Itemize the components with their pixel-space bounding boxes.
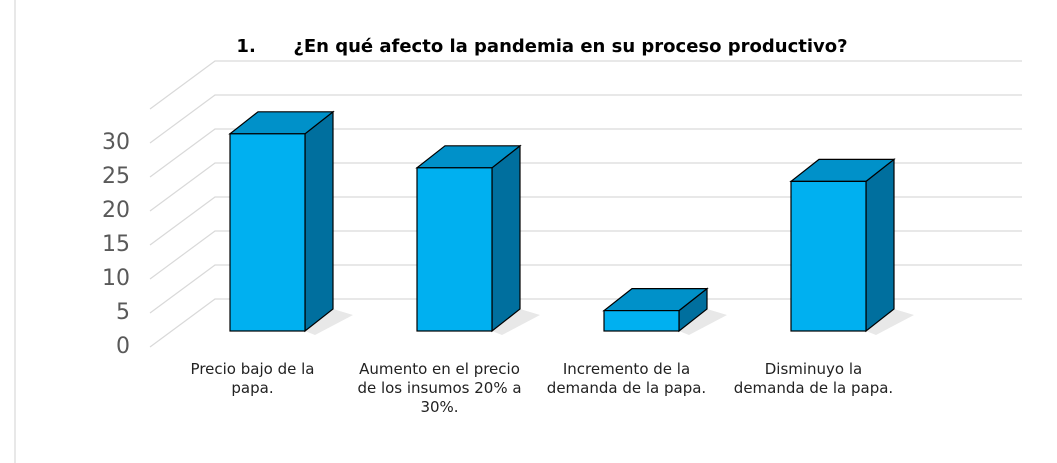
bar-shadow xyxy=(492,309,540,335)
bar-shadow xyxy=(305,309,353,335)
bar-side xyxy=(304,110,334,333)
grid-line xyxy=(149,94,1022,144)
bar xyxy=(603,310,680,332)
x-tick-label: Aumento en el precio de los insumos 20% … xyxy=(357,360,522,416)
grid-line xyxy=(149,264,1022,314)
grid-line xyxy=(149,196,1022,246)
grid-line xyxy=(149,298,1022,348)
bar-shadow xyxy=(679,309,727,335)
bar-side xyxy=(491,144,521,333)
grid-line xyxy=(149,128,1022,178)
y-tick-label: 5 xyxy=(116,300,130,325)
y-tick-label: 20 xyxy=(102,198,130,223)
grid-line xyxy=(149,60,1022,110)
x-tick-label: Precio bajo de la papa. xyxy=(190,360,315,397)
bar-shadow xyxy=(866,309,914,335)
chart-title: 1. ¿En qué afecto la pandemia en su proc… xyxy=(236,36,847,57)
y-tick-label: 15 xyxy=(102,232,130,257)
x-tick-label: Disminuyo la demanda de la papa. xyxy=(733,360,894,397)
bar xyxy=(229,133,306,332)
y-tick-label: 30 xyxy=(102,130,130,155)
y-tick-label: 25 xyxy=(102,164,130,189)
x-tick-label: Incremento de la demanda de la papa. xyxy=(546,360,707,397)
bar xyxy=(790,180,867,332)
y-tick-label: 10 xyxy=(102,266,130,291)
bar xyxy=(416,167,493,332)
bar-side xyxy=(865,158,895,333)
grid-line xyxy=(149,162,1022,212)
y-tick-label: 0 xyxy=(116,334,130,359)
grid-line xyxy=(149,230,1022,280)
